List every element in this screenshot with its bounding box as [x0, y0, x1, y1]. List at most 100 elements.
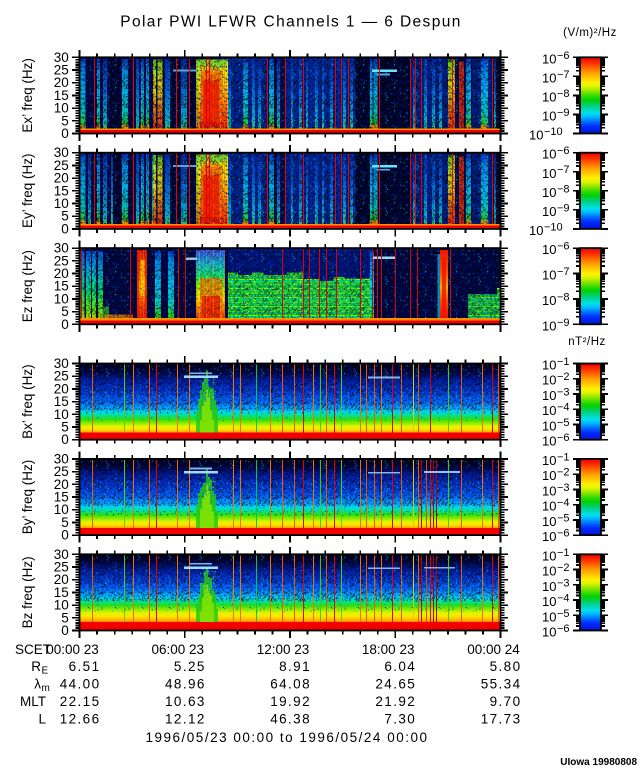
svg-text:20: 20: [54, 572, 69, 587]
svg-text:10: 10: [542, 318, 556, 333]
svg-text:10: 10: [542, 373, 556, 388]
svg-text:10: 10: [542, 579, 556, 594]
svg-text:30: 30: [54, 451, 69, 466]
svg-text:10: 10: [542, 419, 556, 434]
svg-text:15: 15: [54, 394, 69, 409]
svg-text:44.00: 44.00: [60, 677, 101, 692]
svg-text:10: 10: [54, 407, 69, 422]
svg-text:24.65: 24.65: [375, 677, 416, 692]
svg-text:25: 25: [54, 464, 69, 479]
svg-text:−7: −7: [557, 266, 570, 278]
svg-text:Ey’ freq (Hz): Ey’ freq (Hz): [20, 154, 35, 229]
svg-text:10: 10: [542, 625, 556, 640]
svg-text:L: L: [38, 712, 46, 727]
svg-text:17.73: 17.73: [481, 712, 522, 727]
svg-text:25: 25: [54, 560, 69, 575]
svg-text:15: 15: [54, 183, 69, 198]
svg-text:10: 10: [542, 166, 556, 181]
svg-text:7.30: 7.30: [384, 712, 416, 727]
svg-text:0: 0: [61, 528, 69, 543]
svg-text:12.12: 12.12: [165, 712, 206, 727]
svg-text:10: 10: [542, 242, 556, 257]
svg-text:Ez freq (Hz): Ez freq (Hz): [20, 250, 35, 322]
svg-text:10: 10: [542, 147, 556, 162]
svg-text:0: 0: [61, 221, 69, 236]
svg-text:−6: −6: [557, 432, 570, 444]
svg-text:10: 10: [542, 70, 556, 85]
svg-text:06:00 23: 06:00 23: [152, 642, 205, 657]
svg-text:10: 10: [54, 291, 69, 306]
svg-text:10: 10: [529, 128, 543, 143]
svg-text:−1: −1: [557, 547, 570, 559]
svg-text:10: 10: [54, 196, 69, 211]
svg-text:55.34: 55.34: [481, 677, 522, 692]
svg-text:−9: −9: [557, 202, 570, 214]
svg-text:30: 30: [54, 356, 69, 371]
svg-text:0: 0: [61, 126, 69, 141]
svg-text:−6: −6: [557, 528, 570, 540]
svg-text:−3: −3: [557, 482, 570, 494]
svg-text:−2: −2: [557, 467, 570, 479]
svg-text:10: 10: [542, 548, 556, 563]
svg-text:−2: −2: [557, 371, 570, 383]
svg-text:8.91: 8.91: [279, 659, 311, 674]
svg-text:0: 0: [61, 317, 69, 332]
svg-text:00:00 24: 00:00 24: [467, 642, 520, 657]
svg-text:12.66: 12.66: [60, 712, 101, 727]
svg-text:20: 20: [54, 75, 69, 90]
svg-text:R: R: [31, 659, 41, 674]
svg-text:10: 10: [542, 529, 556, 544]
svg-text:20: 20: [54, 266, 69, 281]
svg-text:−8: −8: [557, 88, 570, 100]
svg-text:10: 10: [542, 403, 556, 418]
svg-text:00:00 23: 00:00 23: [46, 642, 99, 657]
svg-text:−8: −8: [557, 291, 570, 303]
svg-text:−5: −5: [557, 512, 570, 524]
svg-text:−10: −10: [544, 126, 563, 138]
svg-text:25: 25: [54, 253, 69, 268]
svg-text:10: 10: [542, 594, 556, 609]
svg-text:−1: −1: [557, 356, 570, 368]
svg-text:−6: −6: [557, 145, 570, 157]
svg-text:0: 0: [61, 623, 69, 638]
svg-text:Polar PWI LFWR Channels 1 — 6: Polar PWI LFWR Channels 1 — 6 Despun: [120, 14, 462, 31]
svg-text:−7: −7: [557, 164, 570, 176]
svg-text:30: 30: [54, 241, 69, 256]
svg-text:−6: −6: [557, 623, 570, 635]
svg-text:UIowa 19980808: UIowa 19980808: [560, 757, 637, 768]
svg-text:25: 25: [54, 158, 69, 173]
svg-text:5.25: 5.25: [174, 659, 206, 674]
svg-text:−7: −7: [557, 69, 570, 81]
svg-text:m: m: [42, 683, 50, 694]
svg-text:−5: −5: [557, 417, 570, 429]
svg-text:−6: −6: [557, 50, 570, 62]
svg-text:15: 15: [54, 490, 69, 505]
svg-text:20: 20: [54, 381, 69, 396]
svg-text:15: 15: [54, 279, 69, 294]
svg-text:10: 10: [529, 223, 543, 238]
svg-text:25: 25: [54, 369, 69, 384]
svg-text:10: 10: [542, 564, 556, 579]
svg-text:6.51: 6.51: [69, 659, 101, 674]
svg-text:10: 10: [542, 268, 556, 283]
svg-text:1996/05/23 00:00 to 1996/05/24: 1996/05/23 00:00 to 1996/05/24 00:00: [146, 730, 429, 745]
svg-text:30: 30: [54, 50, 69, 65]
svg-text:E: E: [42, 666, 49, 677]
svg-text:MLT: MLT: [20, 694, 46, 709]
svg-text:Bx’ freq (Hz): Bx’ freq (Hz): [20, 364, 35, 439]
svg-text:−4: −4: [557, 593, 570, 605]
svg-text:10: 10: [542, 468, 556, 483]
svg-text:−4: −4: [557, 402, 570, 414]
svg-text:10: 10: [542, 293, 556, 308]
svg-text:−1: −1: [557, 451, 570, 463]
svg-text:−9: −9: [557, 317, 570, 329]
svg-text:−2: −2: [557, 562, 570, 574]
svg-text:6.04: 6.04: [384, 659, 416, 674]
svg-text:−3: −3: [557, 577, 570, 589]
svg-text:SCET: SCET: [15, 642, 51, 657]
svg-text:19.92: 19.92: [270, 694, 311, 709]
svg-text:10: 10: [54, 502, 69, 517]
svg-text:5: 5: [61, 515, 69, 530]
svg-text:5.80: 5.80: [490, 659, 522, 674]
svg-text:15: 15: [54, 88, 69, 103]
